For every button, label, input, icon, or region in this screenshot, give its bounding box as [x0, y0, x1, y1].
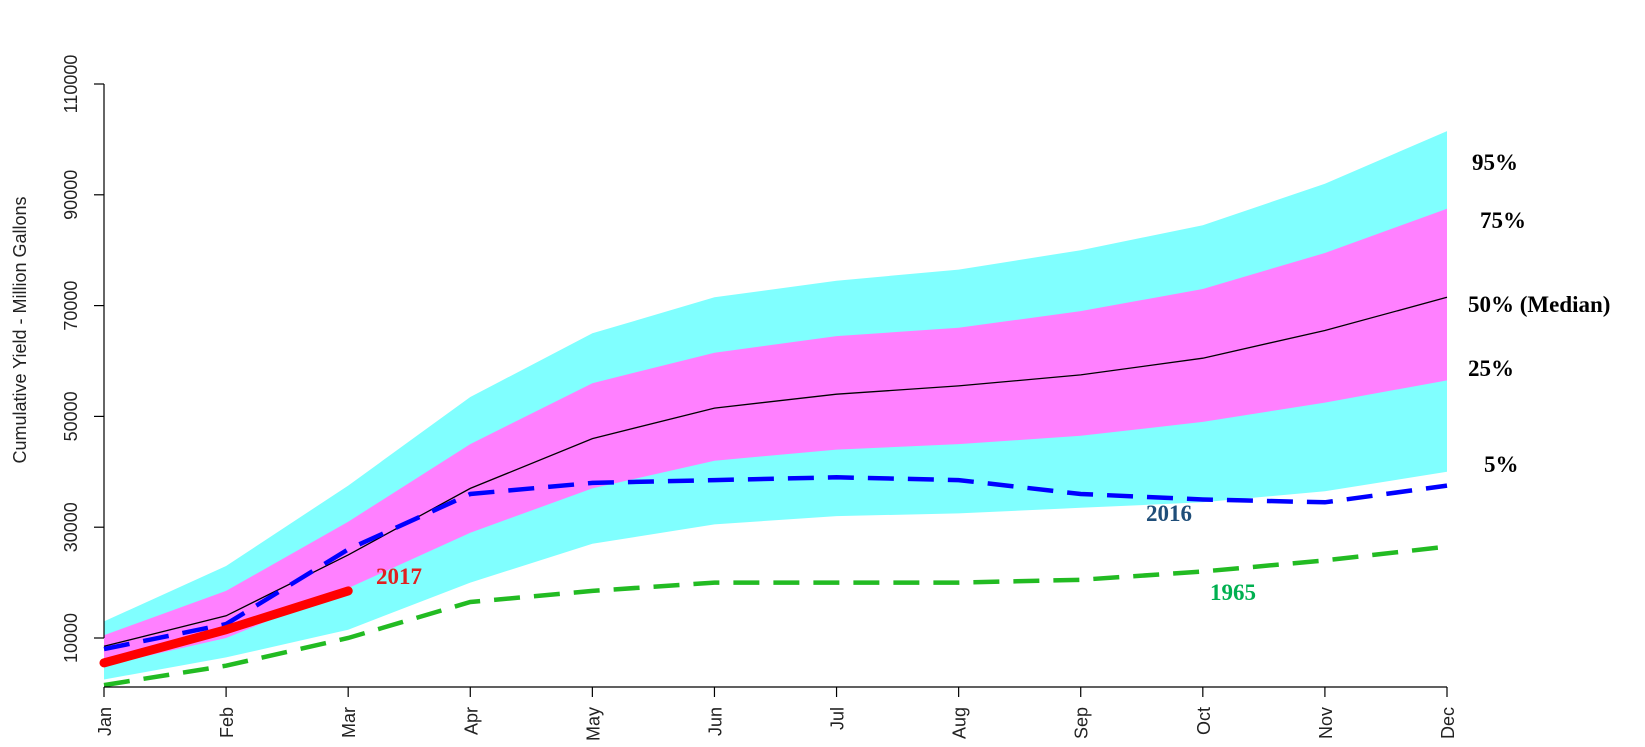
series-line-1965	[103, 544, 1448, 688]
y-tick-label: 90000	[61, 170, 81, 220]
x-ticks: Jan Feb Mar Apr May Jun Jul Aug Sep Oct Nov Dec	[95, 687, 1458, 741]
series-label-2017: 2017	[376, 564, 422, 589]
series-label-2016: 2016	[1146, 501, 1192, 526]
x-tick-label: Jun	[705, 707, 725, 736]
y-tick-label: 110000	[61, 55, 81, 114]
x-tick-label: Mar	[339, 707, 359, 738]
pct-label-5: 5%	[1484, 452, 1519, 477]
x-tick-label: Aug	[950, 707, 970, 739]
percentile-bands	[104, 131, 1447, 680]
x-tick-label: Dec	[1438, 707, 1458, 739]
y-tick-label: 10000	[61, 613, 81, 663]
year-series	[99, 475, 1448, 688]
median-series	[103, 296, 1448, 647]
series-label-1965: 1965	[1210, 580, 1256, 605]
x-tick-label: Feb	[217, 707, 237, 738]
series-line-2017	[99, 586, 353, 668]
median-line	[103, 296, 1448, 647]
band-p25-p75	[104, 208, 1447, 666]
x-tick-label: Jan	[95, 707, 115, 736]
x-tick-label: Apr	[461, 707, 481, 735]
series-line-2016	[103, 475, 1448, 652]
pct-label-25: 25%	[1468, 356, 1514, 381]
pct-label-75: 75%	[1480, 208, 1526, 233]
y-tick-label: 30000	[61, 502, 81, 552]
y-ticks: 10000 30000 50000 70000 90000 110000	[61, 55, 104, 663]
pct-label-95: 95%	[1472, 150, 1518, 175]
axes	[103, 84, 1447, 688]
y-tick-label: 70000	[61, 281, 81, 331]
x-tick-label: May	[583, 707, 603, 741]
x-tick-label: Sep	[1072, 707, 1092, 739]
x-tick-label: Nov	[1316, 707, 1336, 739]
pct-label-50: 50% (Median)	[1468, 292, 1610, 317]
x-tick-label: Oct	[1194, 707, 1214, 735]
y-tick-label: 50000	[61, 391, 81, 441]
x-tick-label: Jul	[828, 707, 848, 730]
y-axis-title: Cumulative Yield - Million Gallons	[10, 196, 30, 463]
